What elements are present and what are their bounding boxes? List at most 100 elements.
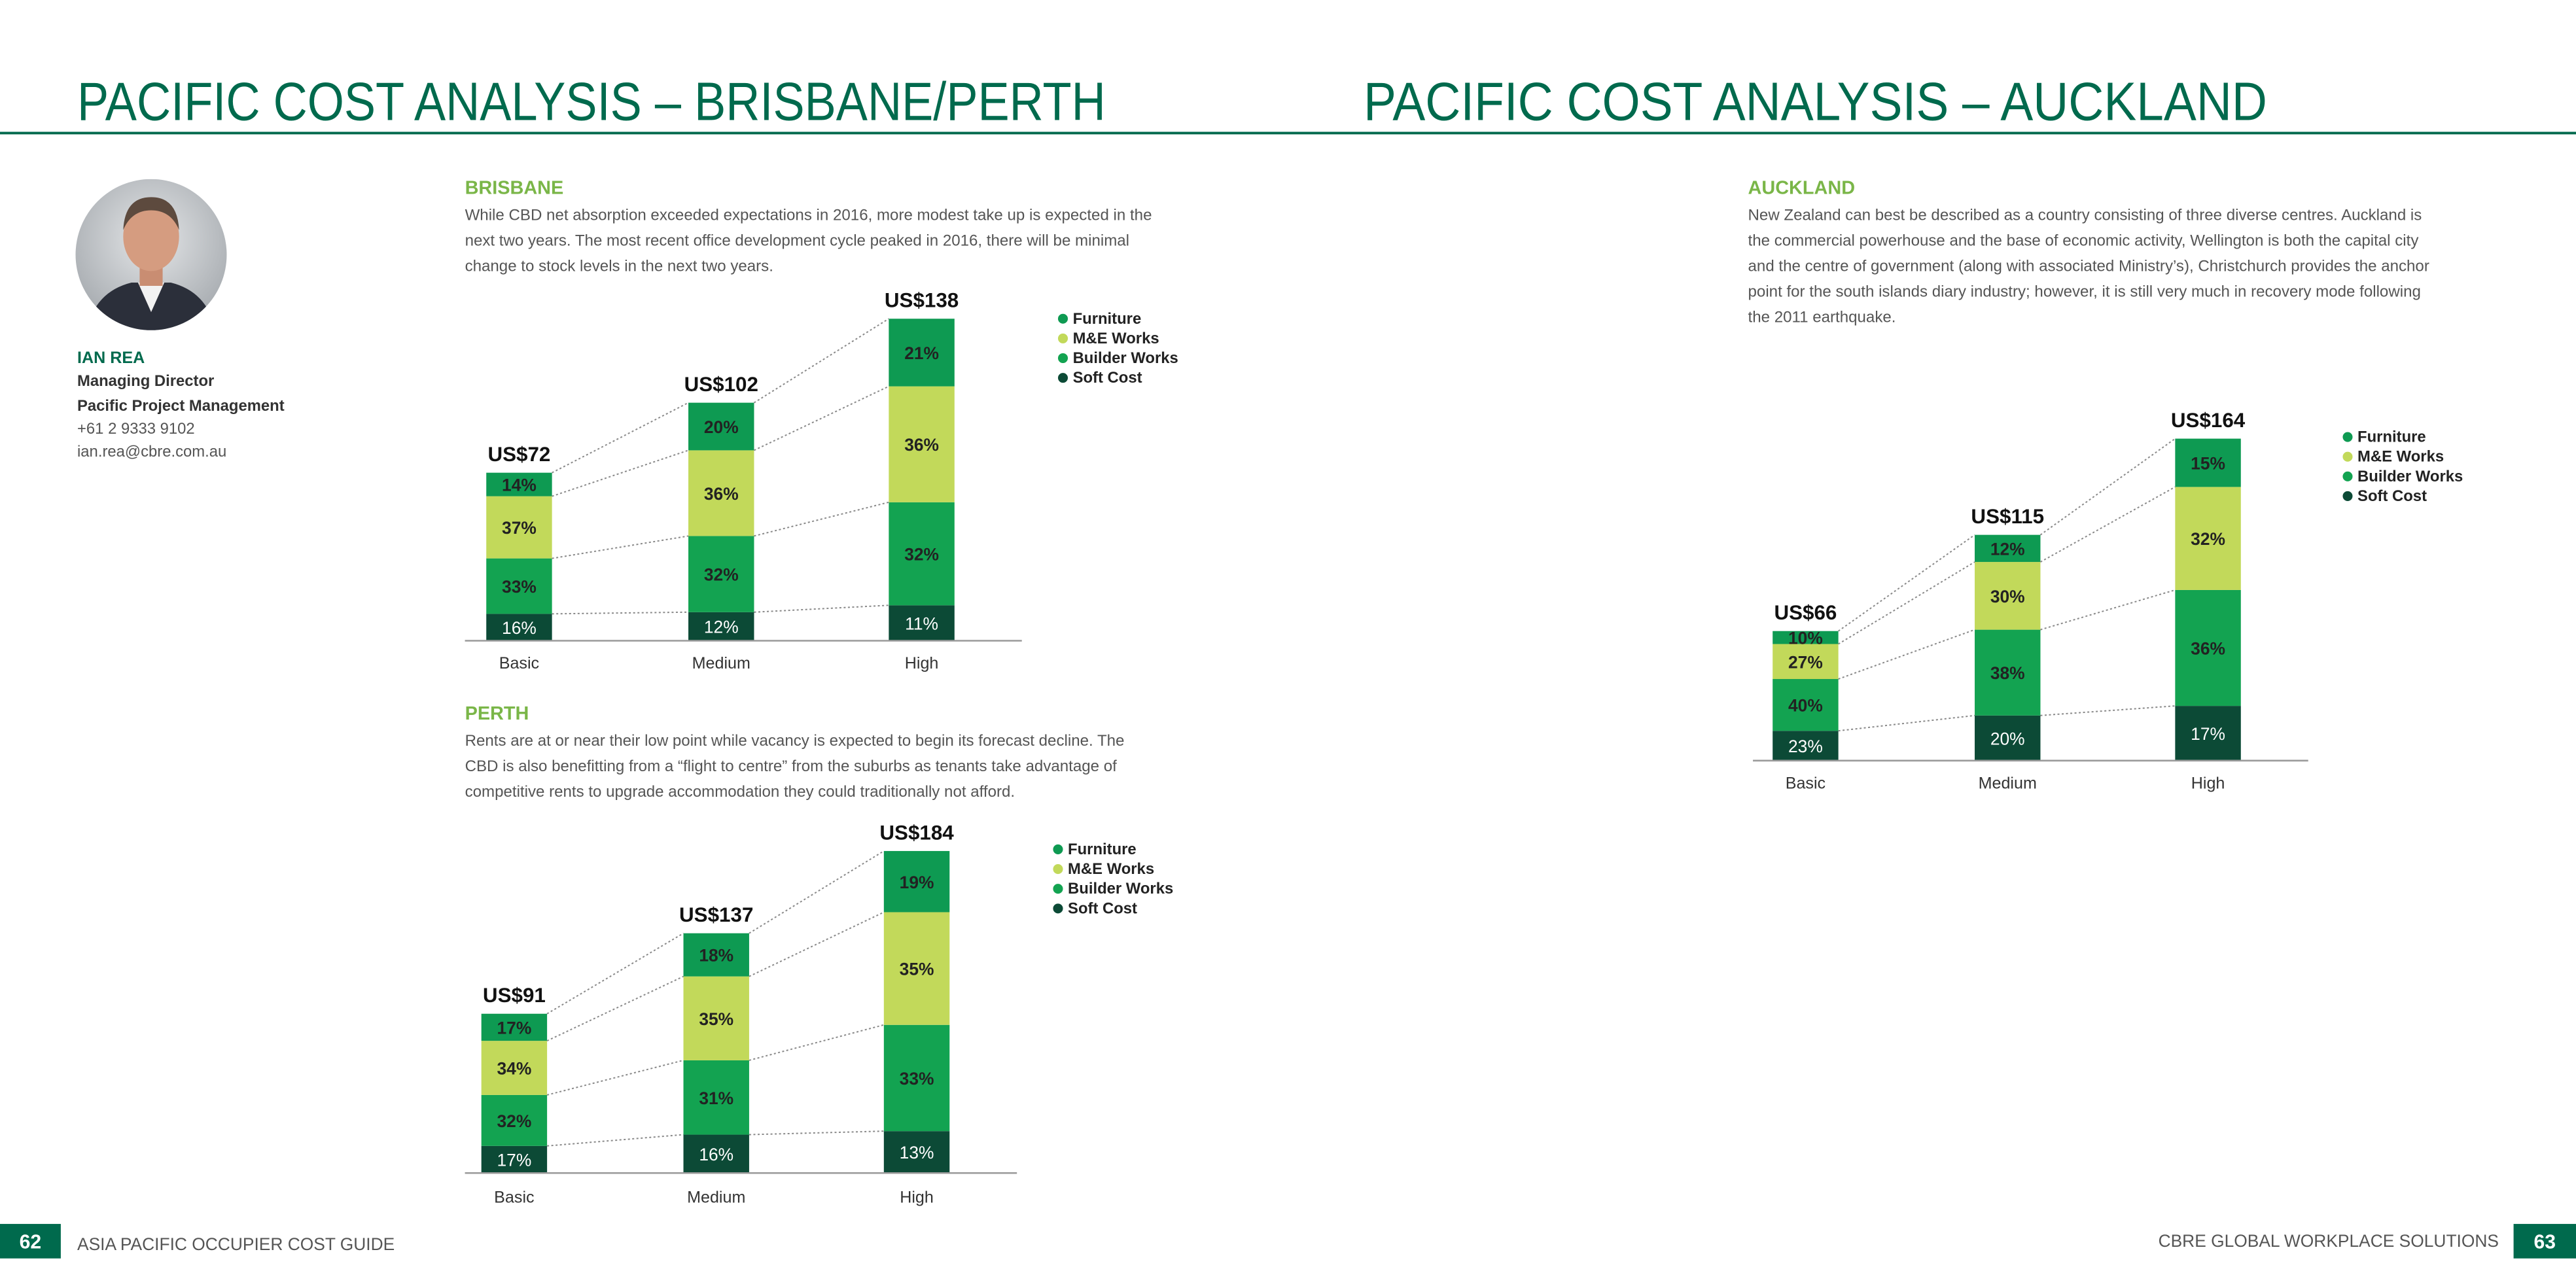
connector-line: [2039, 438, 2176, 536]
paragraph-line: While CBD net absorption exceeded expect…: [465, 207, 1152, 224]
bar-segment: [688, 536, 754, 612]
legend-label: Furniture: [2357, 428, 2426, 446]
total-label: US$138: [885, 289, 959, 312]
footer-text: CBRE GLOBAL WORKPLACE SOLUTIONS: [2159, 1231, 2499, 1251]
page-number: 62: [20, 1232, 42, 1253]
segment-label: 11%: [905, 614, 938, 633]
category-label: High: [905, 654, 939, 672]
segment-label: 30%: [1990, 587, 2025, 606]
segment-label: 33%: [900, 1069, 934, 1088]
bar-segment: [1975, 715, 2041, 761]
segment-label: 37%: [502, 518, 537, 538]
connector-line: [552, 402, 689, 474]
connector-line: [2040, 705, 2176, 716]
bar-segment: [2175, 487, 2241, 590]
bar-segment: [889, 605, 955, 641]
segment-label: 16%: [502, 618, 537, 638]
connector-line: [749, 850, 885, 934]
category-label: Basic: [1786, 775, 1826, 793]
bar-segment: [481, 1013, 548, 1041]
segment-label: 36%: [2191, 639, 2225, 659]
segment-label: 20%: [1990, 729, 2025, 748]
page-title: PACIFIC COST ANALYSIS – AUCKLAND: [1364, 71, 2267, 131]
category-label: High: [2191, 775, 2225, 793]
connector-line: [546, 932, 684, 1015]
connector-line: [1838, 714, 1975, 732]
section-heading: BRISBANE: [465, 177, 564, 198]
paragraph-line: and the centre of government (along with…: [1748, 257, 2429, 275]
connector-line: [547, 1134, 684, 1147]
bar-segment: [683, 1060, 749, 1135]
legend-label: Soft Cost: [1068, 899, 1137, 917]
legend-swatch: [1057, 313, 1068, 324]
legend-swatch: [1053, 844, 1063, 854]
total-label: US$72: [487, 443, 550, 466]
legend-swatch: [1057, 333, 1068, 343]
paragraph-line: point for the south islands diary indust…: [1748, 283, 2421, 300]
segment-label: 21%: [904, 343, 939, 363]
connector-line: [754, 385, 889, 451]
bar-segment: [1773, 644, 1839, 680]
segment-label: 12%: [1990, 539, 2025, 559]
profile-phone: +61 2 9333 9102: [77, 420, 195, 438]
segment-label: 36%: [904, 435, 939, 455]
legend-label: Furniture: [1073, 310, 1142, 328]
segment-label: 10%: [1788, 629, 1823, 648]
bar-segment: [2175, 438, 2241, 487]
legend-label: Builder Works: [1068, 880, 1173, 897]
segment-label: 33%: [502, 577, 537, 597]
paragraph-line: change to stock levels in the next two y…: [465, 257, 773, 275]
connector-line: [753, 318, 889, 404]
segment-label: 34%: [497, 1059, 532, 1079]
segment-label: 13%: [900, 1143, 934, 1162]
connector-line: [552, 449, 689, 497]
bar-segment: [883, 912, 950, 1025]
page-number-box: [0, 1224, 61, 1259]
legend-label: Builder Works: [1073, 349, 1178, 367]
bar-segment: [683, 933, 749, 977]
legend-label: Furniture: [1068, 841, 1137, 858]
bar-segment: [883, 1131, 950, 1174]
profile-email: ian.rea@cbre.com.au: [77, 443, 226, 461]
legend-swatch: [1057, 353, 1068, 364]
bar-segment: [486, 496, 552, 559]
bar-segment: [688, 612, 754, 641]
segment-label: 32%: [2191, 529, 2225, 549]
bar-segment: [883, 850, 950, 913]
bar-segment: [2175, 706, 2241, 761]
bar-segment: [688, 450, 754, 536]
bar-segment: [683, 976, 749, 1060]
segment-label: 19%: [900, 873, 934, 892]
legend-swatch: [1053, 884, 1063, 894]
legend-label: Soft Cost: [2357, 487, 2427, 505]
connector-line: [749, 911, 885, 977]
bar-segment: [1975, 562, 2041, 630]
bar-segment: [486, 614, 552, 641]
paragraph-line: competitive rents to upgrade accommodati…: [465, 783, 1015, 801]
segment-label: 16%: [699, 1145, 733, 1164]
segment-label: 27%: [1788, 652, 1823, 672]
connector-line: [2039, 486, 2176, 563]
connector-line: [749, 1130, 884, 1136]
segment-label: 36%: [704, 484, 739, 504]
segment-label: 23%: [1788, 737, 1823, 756]
bar-segment: [889, 502, 955, 606]
segment-label: 15%: [2191, 454, 2225, 474]
bar-segment: [486, 472, 552, 496]
legend-label: M&E Works: [2357, 448, 2444, 466]
page-number: 63: [2534, 1232, 2556, 1253]
bar-segment: [481, 1094, 548, 1146]
page-title: PACIFIC COST ANALYSIS – BRISBANE/PERTH: [77, 71, 1106, 131]
segment-label: 35%: [900, 960, 934, 979]
bar-segment: [688, 402, 754, 451]
paragraph-line: Rents are at or near their low point whi…: [465, 732, 1125, 750]
total-label: US$91: [483, 984, 546, 1007]
legend-label: Builder Works: [2357, 468, 2463, 485]
bar-segment: [883, 1024, 950, 1132]
segment-label: 31%: [699, 1088, 733, 1108]
paragraph-line: the commercial powerhouse and the base o…: [1748, 232, 2419, 249]
segment-label: 38%: [1990, 663, 2025, 683]
bar-segment: [683, 1134, 749, 1174]
connector-line: [546, 1059, 684, 1096]
